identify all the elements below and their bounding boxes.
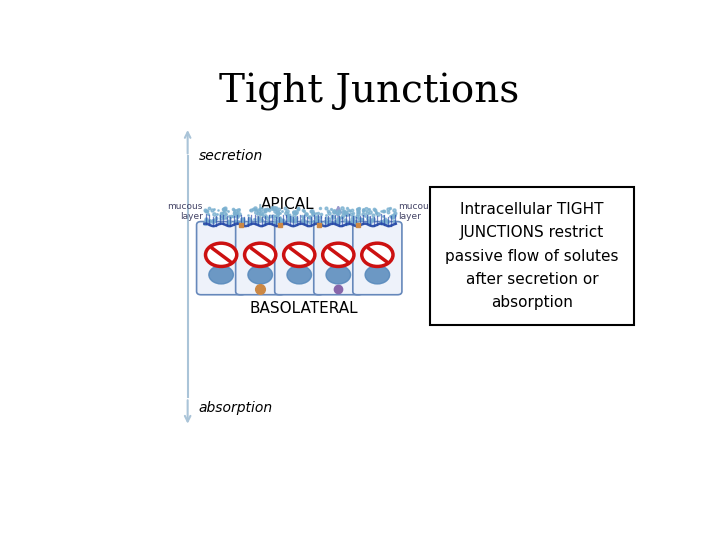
FancyBboxPatch shape	[197, 221, 246, 295]
Circle shape	[361, 243, 393, 266]
FancyBboxPatch shape	[235, 221, 284, 295]
Circle shape	[284, 243, 315, 266]
Text: Intracellular TIGHT
JUNCTIONS restrict
passive flow of solutes
after secretion o: Intracellular TIGHT JUNCTIONS restrict p…	[446, 202, 619, 310]
Circle shape	[209, 266, 233, 284]
Circle shape	[326, 266, 351, 284]
Circle shape	[323, 243, 354, 266]
FancyBboxPatch shape	[431, 187, 634, 325]
Text: absorption: absorption	[199, 401, 273, 415]
FancyBboxPatch shape	[314, 221, 363, 295]
Circle shape	[365, 266, 390, 284]
Text: mucous
layer: mucous layer	[398, 202, 433, 220]
Text: BASOLATERAL: BASOLATERAL	[249, 301, 358, 315]
FancyBboxPatch shape	[275, 221, 324, 295]
Text: APICAL: APICAL	[261, 197, 315, 212]
Circle shape	[245, 243, 276, 266]
Circle shape	[287, 266, 312, 284]
Text: Tight Junctions: Tight Junctions	[219, 73, 519, 111]
Circle shape	[205, 243, 237, 266]
FancyBboxPatch shape	[353, 221, 402, 295]
Circle shape	[248, 266, 272, 284]
Text: secretion: secretion	[199, 149, 263, 163]
Text: mucous
layer: mucous layer	[167, 202, 203, 220]
